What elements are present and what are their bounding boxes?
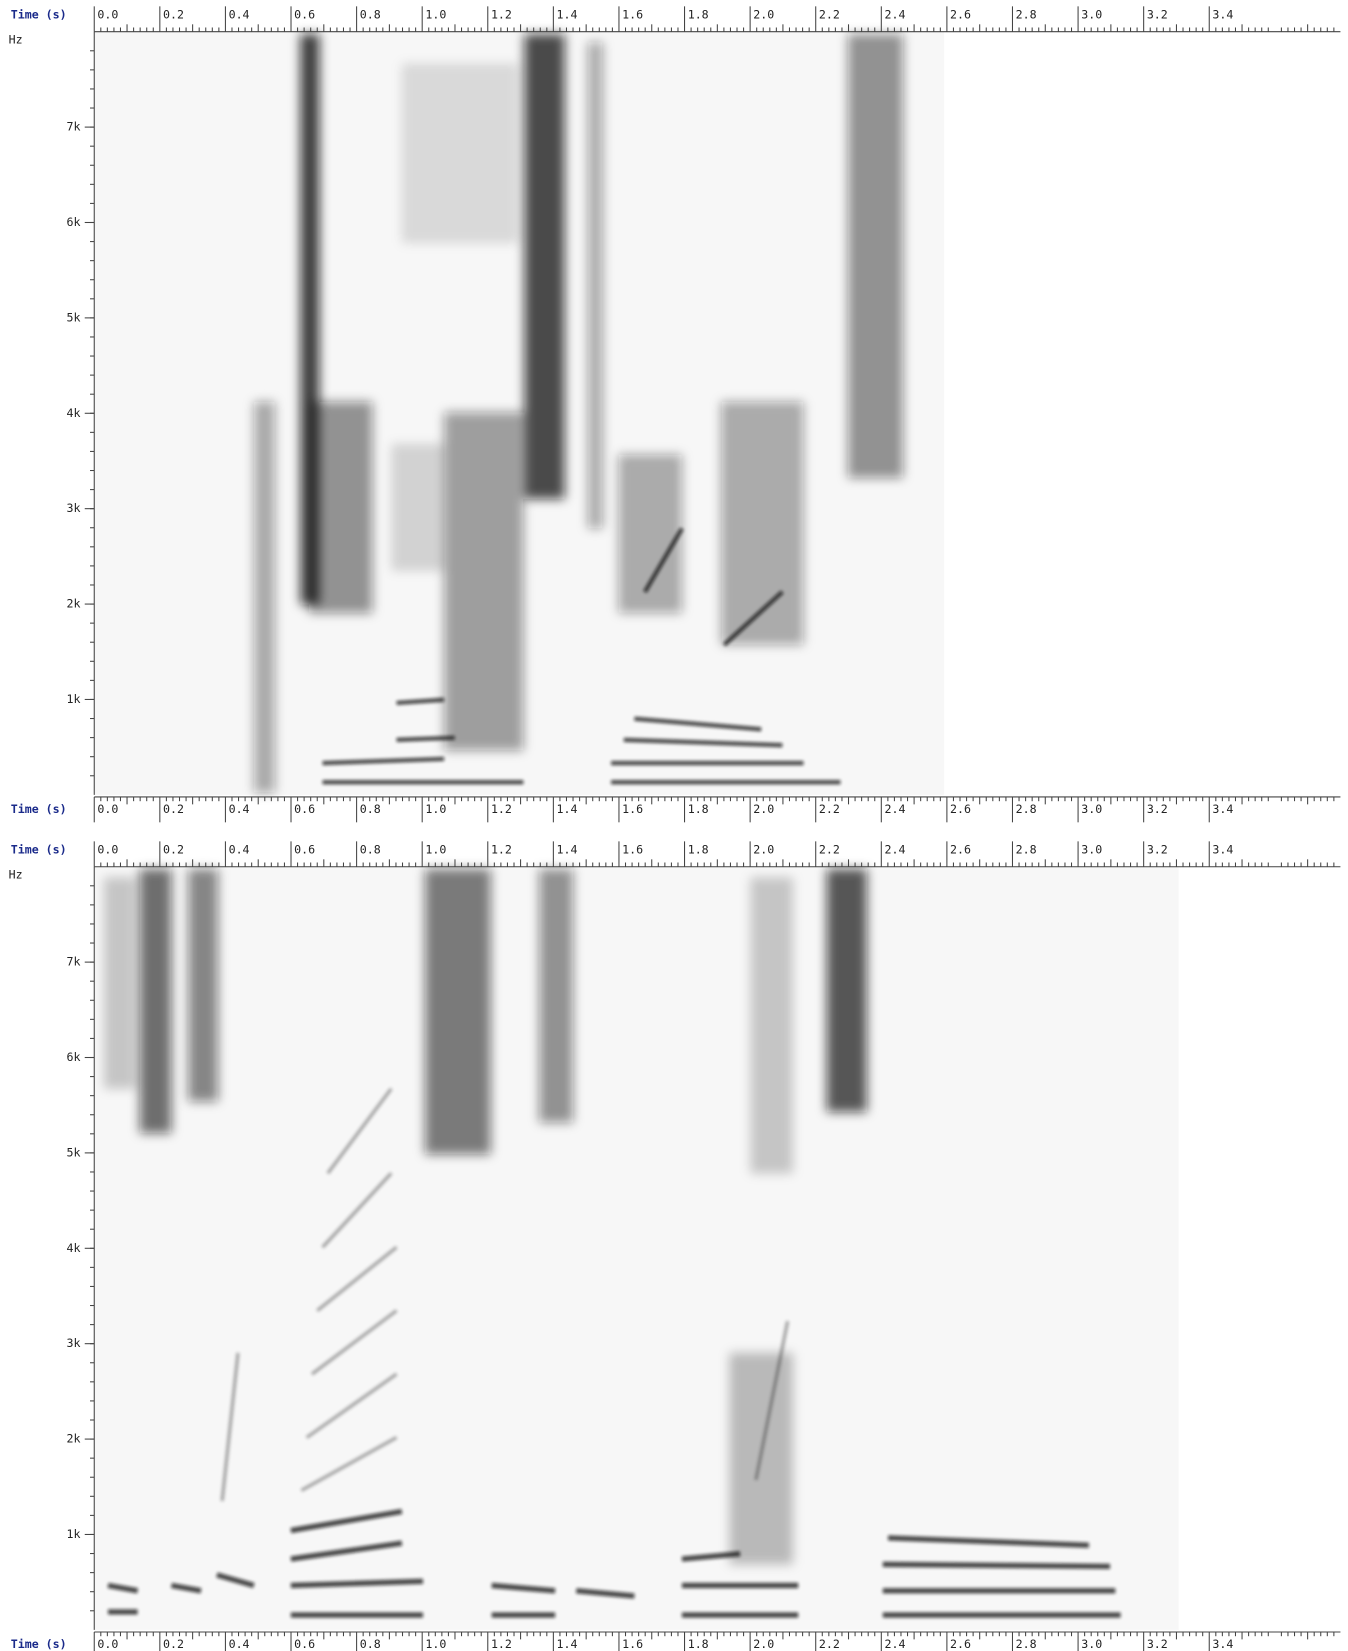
- x-tick-label: 2.6: [950, 1637, 971, 1651]
- x-tick-label: 0.0: [97, 1637, 118, 1651]
- x-tick-label: 2.8: [1016, 802, 1037, 816]
- x-tick-label: 2.6: [950, 7, 971, 21]
- x-tick-label: 3.2: [1147, 842, 1168, 856]
- x-tick-label: 2.8: [1016, 1637, 1037, 1651]
- x-tick-label: 1.8: [688, 842, 709, 856]
- x-tick-label: 2.4: [884, 7, 905, 21]
- x-tick-label: 0.2: [163, 1637, 184, 1651]
- y-tick-label: 2k: [67, 597, 81, 611]
- x-tick-label: 0.2: [163, 802, 184, 816]
- x-tick-label: 3.0: [1081, 1637, 1102, 1651]
- spectrogram-image: [94, 866, 1179, 1630]
- x-axis-title: Time (s): [11, 7, 67, 21]
- y-tick-label: 1k: [67, 1527, 81, 1541]
- x-tick-label: 0.2: [163, 7, 184, 21]
- x-tick-label: 3.4: [1212, 842, 1233, 856]
- x-tick-label: 0.4: [229, 1637, 250, 1651]
- y-tick-label: 5k: [67, 1145, 81, 1159]
- y-tick-label: 5k: [67, 310, 81, 324]
- x-tick-label: 2.0: [753, 1637, 774, 1651]
- y-tick-label: 4k: [67, 406, 81, 420]
- x-tick-label: 0.6: [294, 842, 315, 856]
- y-axis-title: Hz: [9, 868, 23, 882]
- x-tick-label: 2.6: [950, 842, 971, 856]
- x-tick-label: 0.6: [294, 802, 315, 816]
- x-tick-label: 0.8: [360, 842, 381, 856]
- x-tick-label: 0.8: [360, 1637, 381, 1651]
- x-tick-label: 1.0: [425, 802, 446, 816]
- x-tick-label: 1.0: [425, 1637, 446, 1651]
- x-tick-label: 0.0: [97, 842, 118, 856]
- spectrogram-image: [94, 31, 945, 795]
- y-tick-label: 7k: [67, 120, 81, 134]
- x-tick-label: 2.0: [753, 802, 774, 816]
- x-tick-label: 1.8: [688, 802, 709, 816]
- x-tick-label: 1.6: [622, 802, 643, 816]
- x-tick-label: 3.0: [1081, 842, 1102, 856]
- x-tick-label: 1.0: [425, 842, 446, 856]
- x-tick-label: 0.8: [360, 7, 381, 21]
- x-tick-label: 1.8: [688, 7, 709, 21]
- x-tick-label: 2.2: [819, 7, 840, 21]
- x-tick-label: 2.2: [819, 802, 840, 816]
- y-tick-label: 6k: [67, 215, 81, 229]
- y-axis-title: Hz: [9, 33, 23, 47]
- y-tick-label: 3k: [67, 501, 81, 515]
- x-tick-label: 1.6: [622, 842, 643, 856]
- x-tick-label: 3.0: [1081, 802, 1102, 816]
- x-tick-label: 0.0: [97, 802, 118, 816]
- x-tick-label: 1.6: [622, 7, 643, 21]
- x-tick-label: 1.6: [622, 1637, 643, 1651]
- x-tick-label: 2.8: [1016, 7, 1037, 21]
- x-tick-label: 3.2: [1147, 1637, 1168, 1651]
- y-tick-label: 7k: [67, 955, 81, 969]
- x-tick-label: 0.4: [229, 7, 250, 21]
- y-tick-label: 6k: [67, 1050, 81, 1064]
- x-tick-label: 1.4: [557, 802, 578, 816]
- y-tick-label: 1k: [67, 692, 81, 706]
- x-tick-label: 2.4: [884, 802, 905, 816]
- y-tick-label: 3k: [67, 1336, 81, 1350]
- x-tick-label: 2.2: [819, 842, 840, 856]
- x-tick-label: 3.2: [1147, 7, 1168, 21]
- x-tick-label: 3.4: [1212, 1637, 1233, 1651]
- x-tick-label: 2.0: [753, 7, 774, 21]
- x-tick-label: 1.4: [557, 7, 578, 21]
- x-tick-label: 1.2: [491, 842, 512, 856]
- x-tick-label: 0.0: [97, 7, 118, 21]
- x-tick-label: 2.4: [884, 1637, 905, 1651]
- x-tick-label: 3.2: [1147, 802, 1168, 816]
- x-tick-label: 0.6: [294, 7, 315, 21]
- x-tick-label: 0.8: [360, 802, 381, 816]
- x-tick-label: 1.4: [557, 1637, 578, 1651]
- y-tick-label: 4k: [67, 1241, 81, 1255]
- x-tick-label: 0.6: [294, 1637, 315, 1651]
- x-tick-label: 1.0: [425, 7, 446, 21]
- x-tick-label: 3.4: [1212, 802, 1233, 816]
- x-tick-label: 2.8: [1016, 842, 1037, 856]
- x-tick-label: 0.4: [229, 842, 250, 856]
- x-tick-label: 3.0: [1081, 7, 1102, 21]
- x-tick-label: 0.4: [229, 802, 250, 816]
- x-tick-label: 1.2: [491, 7, 512, 21]
- x-axis-title: Time (s): [11, 1637, 67, 1651]
- x-tick-label: 1.2: [491, 802, 512, 816]
- x-axis-title: Time (s): [11, 842, 67, 856]
- x-tick-label: 3.4: [1212, 7, 1233, 21]
- x-tick-label: 1.8: [688, 1637, 709, 1651]
- y-tick-label: 2k: [67, 1432, 81, 1446]
- x-tick-label: 1.2: [491, 1637, 512, 1651]
- x-tick-label: 2.0: [753, 842, 774, 856]
- x-tick-label: 2.6: [950, 802, 971, 816]
- x-axis-title: Time (s): [11, 802, 67, 816]
- x-tick-label: 2.4: [884, 842, 905, 856]
- x-tick-label: 0.2: [163, 842, 184, 856]
- x-tick-label: 1.4: [557, 842, 578, 856]
- x-tick-label: 2.2: [819, 1637, 840, 1651]
- axes: Time (s) 0.0 0.2 0.4 0.6 0.8 1.0 1.2 1.4 1.6 1.8 2.…: [9, 6, 1341, 1651]
